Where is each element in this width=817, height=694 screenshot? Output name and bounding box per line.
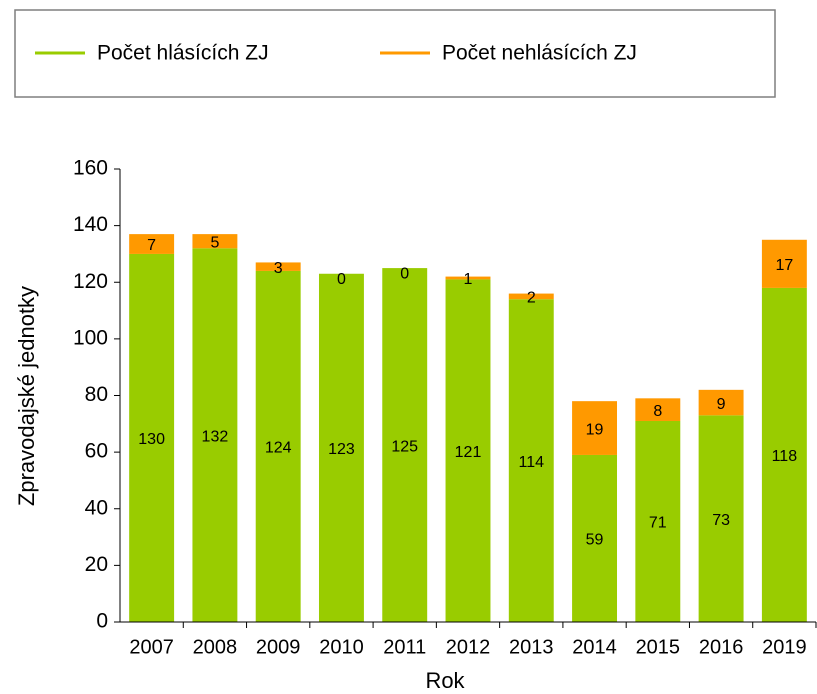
y-tick-label: 40 [85,496,108,519]
bar-segment [129,234,175,254]
y-tick-label: 20 [85,553,108,576]
x-tick-label: 2015 [636,636,681,658]
x-tick-label: 2009 [256,636,301,658]
bar-segment [445,276,491,280]
bar-segment [445,279,491,622]
data-label: 118 [772,448,798,465]
data-label: 0 [400,265,409,282]
bar-segment [255,262,301,271]
bar-segment [508,299,554,622]
data-label: 59 [586,532,604,549]
y-tick-label: 80 [85,383,108,406]
data-label: 5 [210,234,219,251]
data-label: 121 [455,444,482,461]
data-label: 1 [464,271,473,288]
legend-label: Počet nehlásících ZJ [442,42,637,65]
data-label: 130 [138,431,165,448]
x-tick-label: 2014 [572,636,617,658]
data-label: 19 [586,421,604,438]
bar-segment [255,270,301,622]
y-tick-label: 100 [73,326,108,349]
x-tick-label: 2013 [509,636,554,658]
bar-segment [318,273,364,622]
data-label: 0 [337,271,346,288]
bar-segment [192,248,238,622]
bar-segment [572,401,618,455]
data-label: 71 [649,515,667,532]
y-tick-label: 160 [73,157,108,180]
bar-segment [761,239,807,288]
bar-segment [698,389,744,416]
data-label: 114 [519,454,545,471]
x-tick-label: 2019 [762,636,807,658]
data-label: 9 [717,396,726,413]
x-tick-label: 2011 [383,636,426,658]
bar-segment [129,253,175,622]
data-label: 132 [202,428,229,445]
y-axis-title: Zpravodajské jednotky [14,286,39,506]
data-label: 7 [147,237,156,254]
x-tick-label: 2016 [699,636,744,658]
bar-segment [572,454,618,622]
bar-segment [635,420,681,622]
x-tick-label: 2012 [446,636,491,658]
x-tick-label: 2008 [193,636,238,658]
data-label: 3 [274,260,283,277]
y-tick-label: 140 [73,213,108,236]
data-label: 17 [775,257,793,274]
data-label: 2 [527,290,536,307]
data-label: 73 [712,512,730,529]
bar-segment [635,398,681,421]
data-label: 124 [265,440,292,457]
x-tick-label: 2010 [319,636,364,658]
bar-segment [698,415,744,622]
y-tick-label: 60 [85,440,108,463]
bar-segment [761,287,807,622]
x-tick-label: 2007 [129,636,174,658]
data-label: 8 [653,403,662,420]
y-tick-label: 0 [96,610,108,633]
y-tick-label: 120 [73,270,108,293]
data-label: 125 [391,438,418,455]
data-label: 123 [328,441,355,458]
bar-segment [192,234,238,249]
x-axis-title: Rok [425,668,465,693]
bar-segment [382,268,428,622]
legend-label: Počet hlásících ZJ [97,42,269,65]
bar-segment [508,293,554,300]
